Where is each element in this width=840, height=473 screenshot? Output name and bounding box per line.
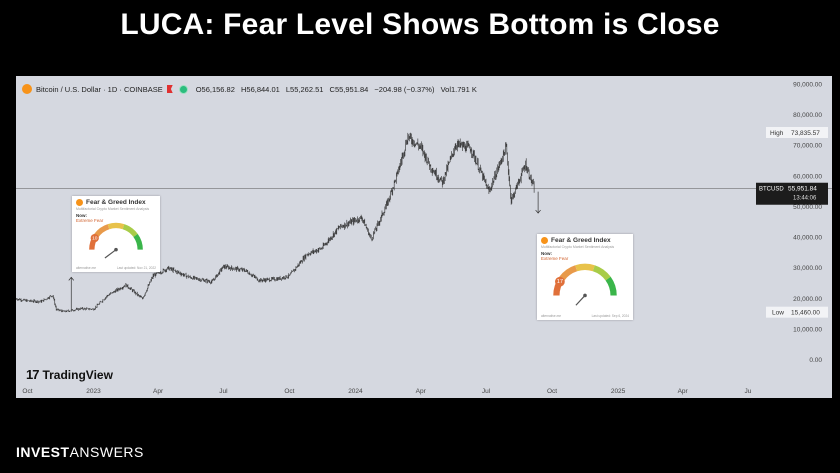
low-marker: Low 15,460.00 (766, 306, 828, 318)
chart-panel[interactable]: Bitcoin / U.S. Dollar · 1D · COINBASE O5… (16, 76, 832, 398)
annotation-arrow (68, 276, 75, 312)
high-value: H56,844.01 (241, 84, 280, 94)
bitcoin-icon (541, 237, 548, 244)
fng-updated: Last updated: Sep 6, 2024 (591, 314, 629, 318)
gauge-segment (94, 224, 110, 238)
price-tag-value: 55,951.84 (788, 186, 817, 193)
y-tick-label: 20,000.00 (793, 296, 822, 303)
tradingview-icon: 17 (26, 367, 40, 382)
market-status-icon (178, 84, 188, 94)
fng-subtitle: Multifactorial Crypto Market Sentiment A… (76, 207, 150, 211)
x-tick-label: Apr (153, 388, 164, 395)
open-value: O56,156.82 (195, 84, 235, 94)
fng-gauge: 10 (89, 222, 143, 259)
symbol-label[interactable]: Bitcoin / U.S. Dollar · 1D · COINBASE (36, 84, 163, 94)
low-value-label: 15,460.00 (791, 310, 820, 317)
y-tick-label: 70,000.00 (793, 143, 822, 150)
y-tick-label: 30,000.00 (793, 265, 822, 272)
fng-updated: Last updated: Nov 21, 2022 (116, 266, 156, 270)
bitcoin-icon (22, 84, 32, 94)
volume-value: Vol1.791 K (440, 84, 477, 94)
y-tick-label: 40,000.00 (793, 235, 822, 242)
fng-card-2024: Fear & Greed Index Multifactorial Crypto… (537, 234, 633, 320)
y-tick-label: 50,000.00 (793, 204, 822, 211)
gauge-segment (575, 263, 595, 272)
gauge-needle (575, 295, 586, 306)
fng-gauge: 17 (553, 263, 617, 306)
brand-name: TradingView (42, 367, 113, 382)
gauge-needle (104, 249, 117, 259)
x-tick-label: Oct (284, 388, 294, 395)
price-tag-symbol: BTCUSD (759, 187, 784, 193)
low-label: Low (772, 310, 784, 317)
fng-title: Fear & Greed Index (551, 237, 611, 244)
close-value: C55,951.84 (329, 84, 369, 94)
x-tick-label: Apr (416, 388, 427, 395)
price-tag-timer: 13:44:06 (793, 196, 817, 202)
price-tag: BTCUSD 55,951.84 13:44:06 (756, 182, 828, 205)
gauge-segment (592, 265, 611, 281)
y-tick-label: 60,000.00 (793, 173, 822, 180)
gauge-value: 17 (557, 279, 563, 285)
fng-now-label: Now: (541, 251, 552, 256)
gauge-segment (559, 265, 578, 281)
low-value: L55,262.51 (285, 84, 324, 94)
gauge-value: 10 (92, 236, 98, 242)
slide-title: LUCA: Fear Level Shows Bottom is Close (120, 8, 720, 41)
fng-classification: Extreme Fear (76, 218, 104, 223)
annotation-arrow (535, 191, 541, 214)
gauge-pivot (583, 293, 587, 298)
x-tick-label: Oct (547, 388, 557, 395)
gauge-segment (122, 224, 138, 238)
bitcoin-icon (76, 199, 83, 206)
gauge-segment (107, 222, 125, 230)
fng-title: Fear & Greed Index (86, 199, 146, 206)
flag-icon[interactable] (166, 85, 173, 93)
candle-series (16, 132, 535, 313)
fng-subtitle: Multifactorial Crypto Market Sentiment A… (541, 245, 615, 249)
chart-legend: Bitcoin / U.S. Dollar · 1D · COINBASE O5… (22, 82, 481, 96)
x-tick-label: Jul (219, 388, 228, 395)
x-tick-label: Apr (678, 388, 689, 395)
y-tick-label: 0.00 (809, 357, 822, 364)
fng-card-2022: Fear & Greed Index Multifactorial Crypto… (72, 196, 160, 272)
high-marker: High 73,835.57 (766, 126, 828, 138)
gauge-pivot (114, 247, 118, 252)
fng-source: alternative.me (541, 314, 562, 318)
y-tick-label: 80,000.00 (793, 112, 822, 119)
x-tick-label: Ju (745, 388, 752, 395)
footer-brand-bold: INVEST (16, 444, 70, 460)
gauge-segment (133, 233, 143, 250)
high-label: High (770, 130, 784, 137)
fng-source: alternative.me (76, 266, 97, 270)
y-tick-label: 90,000.00 (793, 82, 822, 89)
x-tick-label: 2025 (611, 388, 626, 395)
x-tick-label: 2023 (86, 388, 101, 395)
change-value: −204.98 (−0.37%) (374, 84, 435, 94)
tradingview-logo[interactable]: 17 TradingView (26, 367, 113, 382)
ohlc-values: O56,156.82 H56,844.01 L55,262.51 C55,951… (196, 85, 481, 94)
annotation-arrows (68, 191, 541, 312)
gauge-value-badge (555, 276, 565, 287)
footer-brand: INVESTANSWERS (16, 444, 144, 460)
y-tick-label: 10,000.00 (793, 326, 822, 333)
fng-classification: Extreme Fear (541, 256, 569, 261)
x-tick-label: Jul (482, 388, 491, 395)
x-tick-label: 2024 (348, 388, 363, 395)
x-axis: Oct 2023 Apr Jul Oct 2024 Apr Jul Oct 2025 Apr Ju (22, 388, 751, 395)
gauge-value-badge (90, 233, 99, 243)
high-value-label: 73,835.57 (791, 130, 820, 137)
x-tick-label: Oct (22, 388, 32, 395)
footer-brand-light: ANSWERS (69, 444, 144, 460)
price-chart[interactable]: 90,000.00 80,000.00 70,000.00 60,000.00 50,0… (16, 76, 832, 398)
gauge-segment (605, 276, 617, 296)
fng-now-label: Now: (76, 213, 87, 218)
y-axis: 90,000.00 80,000.00 70,000.00 60,000.00 50,0… (793, 82, 822, 364)
